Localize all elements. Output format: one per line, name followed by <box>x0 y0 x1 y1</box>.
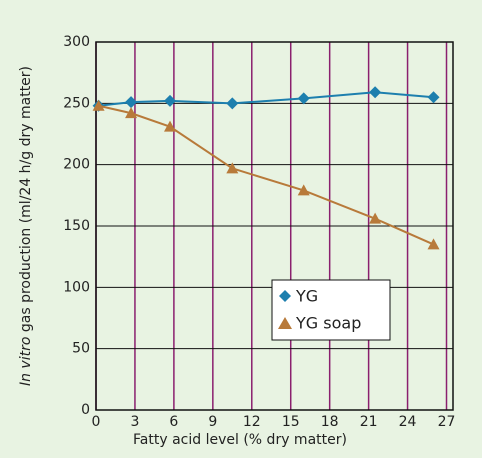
y-axis-label: In vitro gas production (ml/24 h/g dry m… <box>18 66 34 386</box>
x-tick-label: 21 <box>360 414 378 430</box>
series-line <box>98 104 434 246</box>
point <box>297 184 310 196</box>
legend-box <box>271 279 391 341</box>
y-tick-label: 0 <box>81 402 90 418</box>
legend-label: YG soap <box>295 314 361 333</box>
point <box>226 162 239 174</box>
y-tick-label: 50 <box>72 341 90 357</box>
point <box>369 212 382 224</box>
point <box>92 99 105 111</box>
legend-label: YG <box>295 287 318 306</box>
point <box>125 96 138 109</box>
x-tick-label: 9 <box>208 414 217 430</box>
point <box>427 91 440 104</box>
legend-marker <box>279 290 291 302</box>
y-tick-label: 100 <box>63 279 90 295</box>
x-tick-label: 24 <box>399 414 417 430</box>
x-tick-label: 18 <box>321 414 339 430</box>
y-axis-label-italic: In vitro <box>18 337 34 386</box>
point <box>427 238 440 250</box>
y-axis-label-main: gas production (ml/24 h/g dry matter) <box>18 66 34 332</box>
legend-marker <box>278 317 292 329</box>
x-tick-label: 3 <box>130 414 139 430</box>
y-tick-label: 150 <box>63 218 90 234</box>
y-tick-label: 200 <box>63 157 90 173</box>
point <box>163 120 176 132</box>
y-tick-label: 300 <box>63 34 90 50</box>
point <box>125 107 138 119</box>
point <box>369 86 382 99</box>
x-tick-label: 15 <box>282 414 300 430</box>
x-tick-label: 6 <box>169 414 178 430</box>
plot-frame <box>95 41 454 411</box>
y-tick-label: 250 <box>63 95 90 111</box>
x-axis-label: Fatty acid level (% dry matter) <box>133 432 347 448</box>
x-tick-label: 27 <box>438 414 456 430</box>
point <box>163 94 176 107</box>
point <box>297 92 310 105</box>
point <box>226 97 239 110</box>
x-tick-label: 12 <box>243 414 261 430</box>
x-tick-label: 0 <box>92 414 101 430</box>
